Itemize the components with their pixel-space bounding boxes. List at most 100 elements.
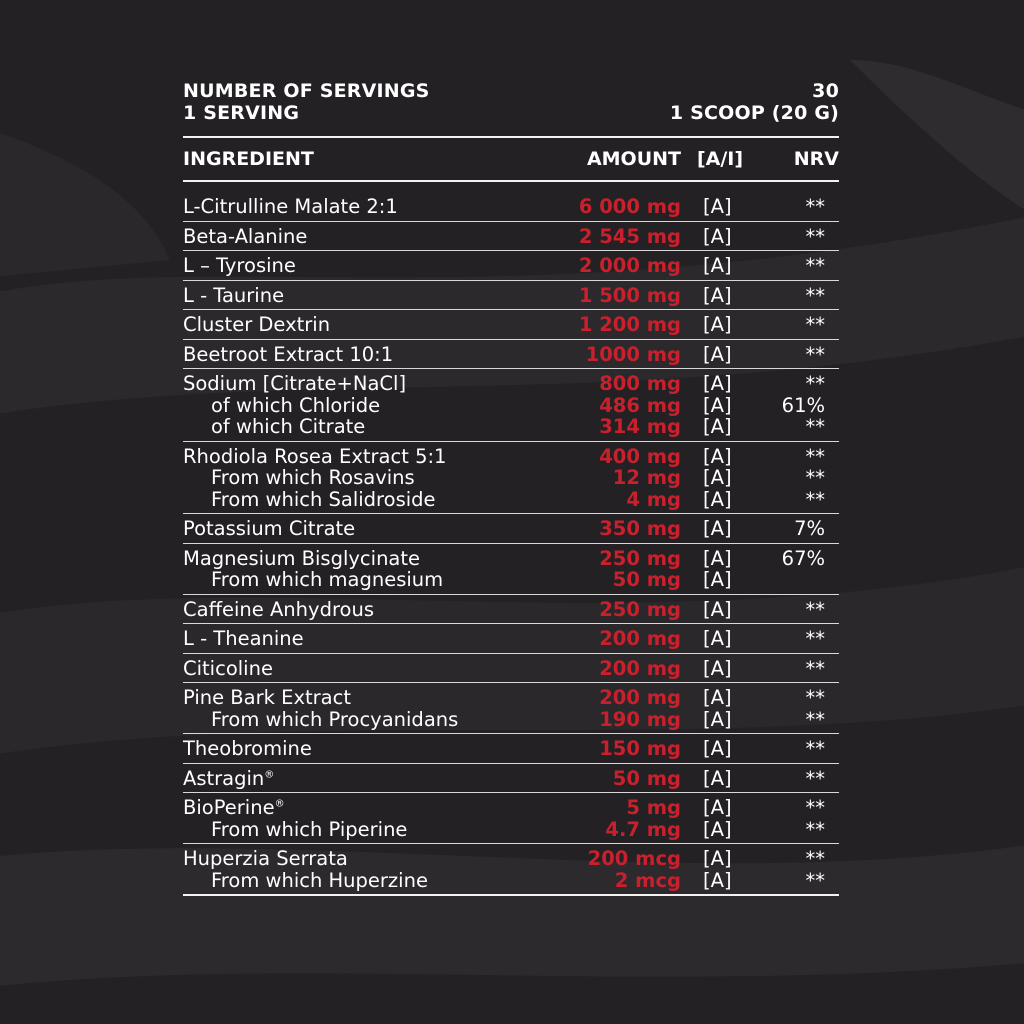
ingredient-name-text: From which Piperine [211,817,408,841]
ingredient-name-text: BioPerine [183,796,275,819]
ingredient-ai: [A] [703,817,732,841]
ingredient-ai: [A] [703,254,732,277]
ingredient-amount: 200 mcg [587,847,681,870]
ingredient-amount: 800 mg [599,372,681,395]
row-divider [183,623,839,624]
ingredient-row: Citicoline 200 mg [A] ** [183,654,839,683]
ingredient-name-text: L - Theanine [183,627,304,650]
ingredient-amount: 150 mg [599,737,681,760]
ingredient-name: Cluster Dextrin [183,314,553,336]
ingredient-ai: [A] [703,656,732,680]
ingredient-name: BioPerine® [183,797,553,819]
ingredient-ai: [A] [703,868,732,892]
ingredient-name: Caffeine Anhydrous [183,598,553,621]
ingredient-amount: 400 mg [599,444,681,468]
serving-size-label: 1 SERVING [183,102,300,124]
ingredient-name-text: Pine Bark Extract [183,686,351,709]
ingredient-name-text: From which magnesium [211,568,444,591]
ingredient-amount: 190 mg [599,707,681,731]
ingredient-nrv: ** [805,283,826,307]
ingredient-row: Astragin® 50 mg [A] ** [183,764,839,793]
ingredient-ai: [A] [703,313,732,336]
ingredient-amount: 4.7 mg [605,817,681,841]
ingredient-amount: 50 mg [612,568,681,591]
ingredient-name-text: L - Taurine [183,283,285,307]
ingredient-ai: [A] [703,627,732,650]
ingredient-name: Magnesium Bisglycinate [183,547,553,570]
column-headers: INGREDIENT AMOUNT [A/I] NRV [183,138,839,180]
ingredient-row: BioPerine® 5 mg [A] ** From which Piperine 4.… [183,793,839,843]
row-divider [183,733,839,734]
sub-ingredient-line: From which Huperzine 2 mcg [A] ** [183,868,839,892]
ingredient-row: L – Tyrosine 2 000 mg [A] ** [183,251,839,280]
ingredient-nrv: ** [805,313,826,336]
ingredient-ai: [A] [703,487,732,511]
column-ai: [A/I] [696,148,744,170]
ingredient-ai: [A] [703,597,732,621]
ingredient-row: Huperzia Serrata 200 mcg [A] ** From which H… [183,844,839,894]
ingredient-name-text: From which Procyanidans [211,707,459,731]
serving-size-value: 1 SCOOP (20 G) [669,102,839,124]
ingredient-nrv: 67% [781,546,825,570]
ingredient-ai: [A] [703,195,732,218]
ingredient-name: Citicoline [183,656,553,680]
ingredient-row: Sodium [Citrate+NaCl] 800 mg [A] ** of which… [183,369,839,441]
nutrition-facts-panel: NUMBER OF SERVINGS 30 1 SERVING 1 SCOOP … [183,80,839,896]
ingredient-name: From which Huperzine [183,868,553,892]
ingredient-name: L – Tyrosine [183,255,553,277]
ingredient-line: Pine Bark Extract 200 mg [A] ** [183,687,839,709]
ingredient-nrv: ** [805,737,826,760]
ingredient-name-text: Potassium Citrate [183,517,356,540]
ingredient-amount: 2 mcg [614,868,681,892]
ingredient-ai: [A] [703,546,732,570]
ingredient-ai: [A] [703,796,732,819]
ingredient-name-text: of which Citrate [211,415,366,438]
sub-ingredient-line: From which magnesium 50 mg [A] [183,569,839,591]
ingredient-nrv: ** [805,415,826,438]
row-divider [183,440,839,442]
ingredient-ai: [A] [703,342,732,366]
ingredient-ai: [A] [703,283,732,307]
ingredient-name-text: From which Salidroside [211,487,436,511]
ingredient-name: Beta-Alanine [183,225,553,248]
ingredient-nrv: ** [805,817,826,841]
ingredient-ai: [A] [703,568,732,591]
ingredient-ai: [A] [703,517,732,540]
ingredient-nrv: 7% [794,517,825,540]
ingredient-line: L - Theanine 200 mg [A] ** [183,628,839,650]
ingredient-ai: [A] [703,444,732,468]
ingredient-name: Rhodiola Rosea Extract 5:1 [183,444,553,468]
ingredient-name-text: Rhodiola Rosea Extract 5:1 [183,444,447,468]
ingredient-amount: 1 500 mg [578,283,681,307]
registered-mark: ® [264,769,275,780]
ingredient-line: Huperzia Serrata 200 mcg [A] ** [183,848,839,870]
ingredient-name-text: Sodium [Citrate+NaCl] [183,372,407,395]
sub-ingredient-line: of which Chloride 486 mg [A] 61% [183,393,839,417]
row-divider [183,513,839,514]
ingredient-line: BioPerine® 5 mg [A] ** [183,797,839,819]
registered-mark: ® [274,798,285,810]
sub-ingredient-line: From which Piperine 4.7 mg [A] ** [183,817,839,841]
ingredient-ai: [A] [703,224,732,248]
ingredient-nrv: ** [805,707,826,731]
ingredient-line: Cluster Dextrin 1 200 mg [A] ** [183,314,839,336]
row-divider [183,220,839,222]
ingredient-amount: 314 mg [599,415,681,438]
ingredient-amount: 350 mg [599,517,681,540]
ingredient-amount: 2 000 mg [578,254,681,277]
ingredient-row: Beetroot Extract 10:1 1000 mg [A] ** [183,340,839,369]
ingredient-line: Beetroot Extract 10:1 1000 mg [A] ** [183,342,839,366]
ingredient-name-text: From which Huperzine [211,868,428,892]
ingredient-name: L - Theanine [183,628,553,650]
servings-label: NUMBER OF SERVINGS [183,80,430,102]
ingredient-name: Astragin® [183,767,553,790]
ingredient-name-text: Theobromine [183,737,312,760]
ingredient-amount: 1 200 mg [578,313,681,336]
ingredient-row: Theobromine 150 mg [A] ** [183,734,839,763]
ingredient-name-text: Citicoline [183,656,273,680]
column-amount: AMOUNT [586,148,681,170]
ingredient-name: Huperzia Serrata [183,848,553,870]
ingredient-nrv: 61% [781,393,825,417]
sub-ingredient-line: From which Procyanidans 190 mg [A] ** [183,707,839,731]
